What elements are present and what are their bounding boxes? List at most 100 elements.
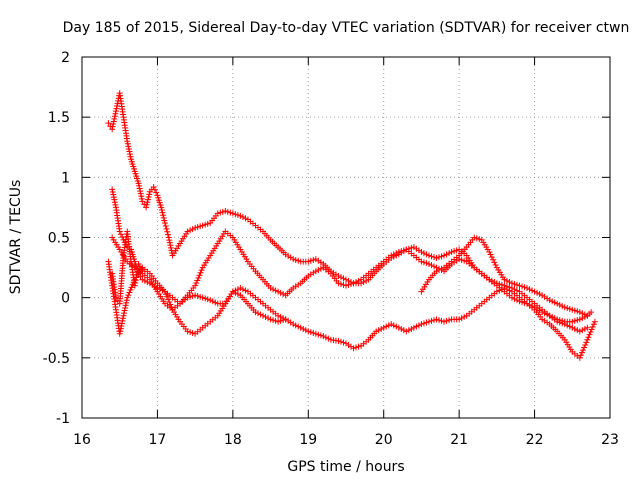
data-point-track-a: [453, 247, 460, 254]
data-point-track-a: [295, 257, 302, 264]
data-point-track-d: [578, 349, 585, 356]
data-point-track-b: [579, 327, 586, 334]
data-point-track-d: [320, 333, 327, 340]
data-point-track-e: [549, 298, 556, 305]
data-point-track-b: [343, 282, 349, 289]
data-point-track-e: [581, 311, 588, 318]
data-point-track-a: [138, 193, 145, 200]
data-point-track-a: [569, 318, 576, 325]
data-point-track-a: [161, 220, 168, 227]
data-point-track-e: [503, 277, 510, 284]
data-point-track-e: [576, 309, 583, 316]
data-point-track-d: [373, 328, 380, 335]
data-point-track-e: [556, 301, 563, 308]
data-point-track-b: [195, 274, 202, 281]
data-point-track-c: [117, 325, 124, 332]
data-point-track-d: [290, 321, 297, 328]
data-point-track-a: [420, 250, 427, 257]
data-point-track-a: [199, 222, 206, 229]
data-point-track-d: [292, 322, 299, 329]
data-point-track-d: [587, 329, 594, 336]
data-point-track-d: [307, 329, 314, 336]
data-point-track-a: [158, 207, 165, 214]
data-point-track-d: [410, 324, 417, 331]
data-point-track-a: [187, 227, 194, 234]
data-point-track-d: [325, 335, 332, 342]
data-point-track-b: [117, 231, 124, 238]
data-point-track-d: [204, 296, 211, 303]
data-point-track-a: [337, 274, 344, 281]
data-point-track-d: [582, 341, 589, 348]
data-point-track-a: [219, 208, 226, 215]
data-point-track-a: [194, 224, 201, 231]
data-point-track-d: [239, 286, 246, 293]
data-point-track-a: [165, 234, 172, 241]
data-point-track-d: [585, 334, 592, 341]
data-point-track-c: [187, 329, 194, 336]
data-point-track-b: [345, 281, 352, 288]
data-points: [105, 90, 598, 361]
data-point-track-c: [168, 304, 175, 311]
data-point-track-d: [383, 323, 390, 330]
data-point-track-a: [143, 201, 150, 208]
data-point-track-c: [161, 288, 168, 295]
data-point-track-b: [566, 323, 573, 330]
data-point-track-a: [112, 108, 119, 115]
data-point-track-b: [159, 287, 166, 294]
data-point-track-b: [109, 186, 116, 193]
data-point-track-d: [310, 329, 317, 336]
data-point-track-b: [348, 281, 355, 288]
data-point-track-d: [302, 327, 309, 334]
data-point-track-a: [112, 110, 119, 117]
data-point-track-d: [378, 325, 385, 332]
data-point-track-e: [476, 236, 483, 243]
data-point-track-b: [461, 257, 468, 264]
data-point-track-c: [270, 317, 277, 324]
data-point-track-c: [166, 298, 173, 305]
data-point-track-d: [493, 288, 500, 295]
data-point-track-e: [506, 279, 513, 286]
data-point-track-b: [574, 327, 581, 334]
grid-lines: [82, 57, 610, 418]
data-point-track-a: [204, 220, 211, 227]
data-point-track-a: [136, 182, 143, 189]
data-point-track-b: [141, 277, 148, 284]
x-tick-label: 19: [299, 432, 317, 448]
data-point-track-a: [335, 273, 342, 280]
data-point-track-a: [164, 228, 171, 235]
data-point-track-d: [355, 343, 362, 350]
data-point-track-b: [554, 318, 561, 325]
data-point-track-a: [153, 189, 160, 196]
data-point-track-a: [167, 242, 174, 249]
data-point-track-d: [423, 319, 430, 326]
data-point-track-a: [145, 196, 151, 203]
data-point-track-a: [160, 214, 167, 221]
data-point-track-d: [590, 321, 597, 328]
data-point-track-a: [161, 217, 168, 224]
data-point-track-a: [139, 198, 146, 205]
data-point-track-b: [110, 194, 117, 201]
data-point-track-e: [508, 280, 515, 287]
data-point-track-d: [242, 287, 249, 294]
data-point-track-d: [234, 286, 241, 293]
data-point-track-e: [526, 286, 533, 293]
data-point-track-d: [277, 313, 284, 320]
data-point-track-c: [189, 329, 196, 336]
data-point-track-e: [438, 265, 445, 272]
data-point-track-e: [564, 305, 571, 312]
data-point-track-e: [566, 305, 573, 312]
data-point-track-e: [536, 291, 543, 298]
data-point-track-d: [337, 338, 344, 345]
data-point-track-a: [126, 148, 133, 155]
data-point-track-a: [125, 145, 132, 152]
data-point-track-e: [531, 288, 538, 295]
data-point-track-a: [443, 251, 450, 258]
data-point-track-b: [584, 324, 591, 331]
data-point-track-c: [118, 320, 125, 327]
data-point-track-e: [516, 282, 523, 289]
x-tick-label: 20: [375, 432, 393, 448]
data-point-track-a: [137, 188, 144, 195]
data-point-track-e: [571, 307, 578, 314]
data-point-track-d: [199, 294, 206, 301]
